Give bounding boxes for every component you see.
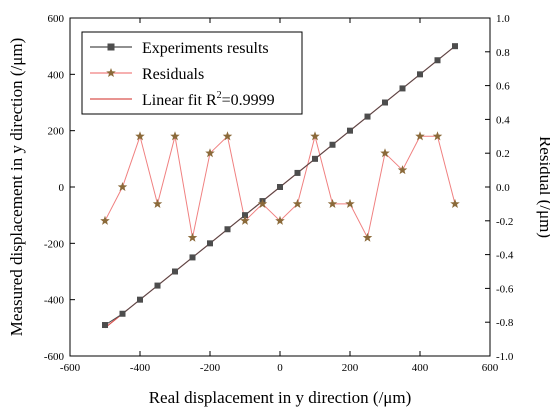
experiment-point xyxy=(224,226,231,233)
legend-fit-label: Linear fit R2=0.9999 xyxy=(142,90,275,109)
residual-point xyxy=(275,215,285,225)
y-left-tick-label: 600 xyxy=(48,13,65,25)
y-right-tick-label: 0.2 xyxy=(496,148,510,160)
x-axis-title: Real displacement in y direction (/μm) xyxy=(149,388,412,407)
residual-point xyxy=(187,232,198,242)
y-right-tick-label: -0.6 xyxy=(496,283,514,295)
y-left-tick-label: -400 xyxy=(44,295,65,307)
x-tick-label: -200 xyxy=(200,362,221,374)
y-left-axis-title: Measured displacement in y direction (/μ… xyxy=(7,38,26,337)
experiment-point xyxy=(102,322,108,329)
y-left-tick-label: 200 xyxy=(48,126,65,138)
x-tick-label: 400 xyxy=(412,362,429,374)
y-right-tick-label: -0.4 xyxy=(496,250,514,262)
residual-point xyxy=(397,165,408,175)
residual-point xyxy=(327,198,338,208)
residual-point xyxy=(117,182,128,192)
residual-point xyxy=(362,232,373,242)
y-right-tick-label: -0.8 xyxy=(496,317,514,329)
experiment-point xyxy=(452,43,458,50)
y-right-tick-label: 0.8 xyxy=(496,47,510,59)
y-left-tick-label: -200 xyxy=(44,238,65,250)
experiment-point xyxy=(294,169,301,176)
experiment-point xyxy=(242,212,248,219)
residual-point xyxy=(310,131,320,141)
residual-point xyxy=(345,198,355,208)
x-tick-label: -400 xyxy=(130,362,151,374)
residual-point xyxy=(170,131,180,141)
x-tick-label: 600 xyxy=(482,362,499,374)
residual-point xyxy=(222,131,233,141)
experiment-point xyxy=(329,141,336,148)
experiment-point xyxy=(364,113,371,120)
x-tick-label: -600 xyxy=(60,362,81,374)
residual-point xyxy=(152,198,163,208)
residual-point xyxy=(415,131,425,141)
legend-experiments-label: Experiments results xyxy=(142,40,269,57)
residual-point xyxy=(135,131,145,141)
residual-point xyxy=(380,148,390,158)
legend: Experiments results Residuals Linear fit… xyxy=(81,31,303,115)
legend-experiments-marker xyxy=(107,43,115,51)
experiment-point xyxy=(382,99,388,106)
residual-point xyxy=(292,198,303,208)
residual-point xyxy=(240,215,250,225)
experiment-point xyxy=(172,268,178,275)
y-left-tick-label: -600 xyxy=(44,351,65,363)
y-right-tick-label: -0.2 xyxy=(496,216,513,228)
y-right-tick-label: 0.4 xyxy=(496,114,510,126)
experiment-point xyxy=(277,184,283,190)
y-right-tick-label: 0.0 xyxy=(496,182,510,194)
experiment-point xyxy=(417,71,423,78)
y-right-tick-label: 1.0 xyxy=(496,13,510,25)
x-tick-label: 200 xyxy=(342,362,359,374)
experiment-point xyxy=(347,127,353,134)
residual-point xyxy=(205,148,215,158)
y-right-axis-title: Residual (/μm) xyxy=(536,136,550,238)
experiment-point xyxy=(207,240,213,247)
experiment-point xyxy=(137,296,143,303)
x-tick-label: 0 xyxy=(277,362,283,374)
y-left-tick-label: 400 xyxy=(48,69,65,81)
experiment-point xyxy=(434,57,441,64)
residual-point xyxy=(432,131,443,141)
experiment-point xyxy=(154,282,161,289)
y-right-tick-label: 0.6 xyxy=(496,81,510,93)
experiment-point xyxy=(312,155,318,162)
residual-point xyxy=(450,198,460,208)
legend-residuals-label: Residuals xyxy=(142,66,204,83)
residual-point xyxy=(100,215,110,225)
experiment-point xyxy=(119,310,126,317)
y-left-tick-label: 0 xyxy=(59,182,65,194)
legend-residuals-marker xyxy=(106,68,116,78)
y-right-tick-label: -1.0 xyxy=(496,351,514,363)
experiment-point xyxy=(189,254,196,261)
residual-point xyxy=(257,198,268,208)
experiment-point xyxy=(399,85,406,92)
